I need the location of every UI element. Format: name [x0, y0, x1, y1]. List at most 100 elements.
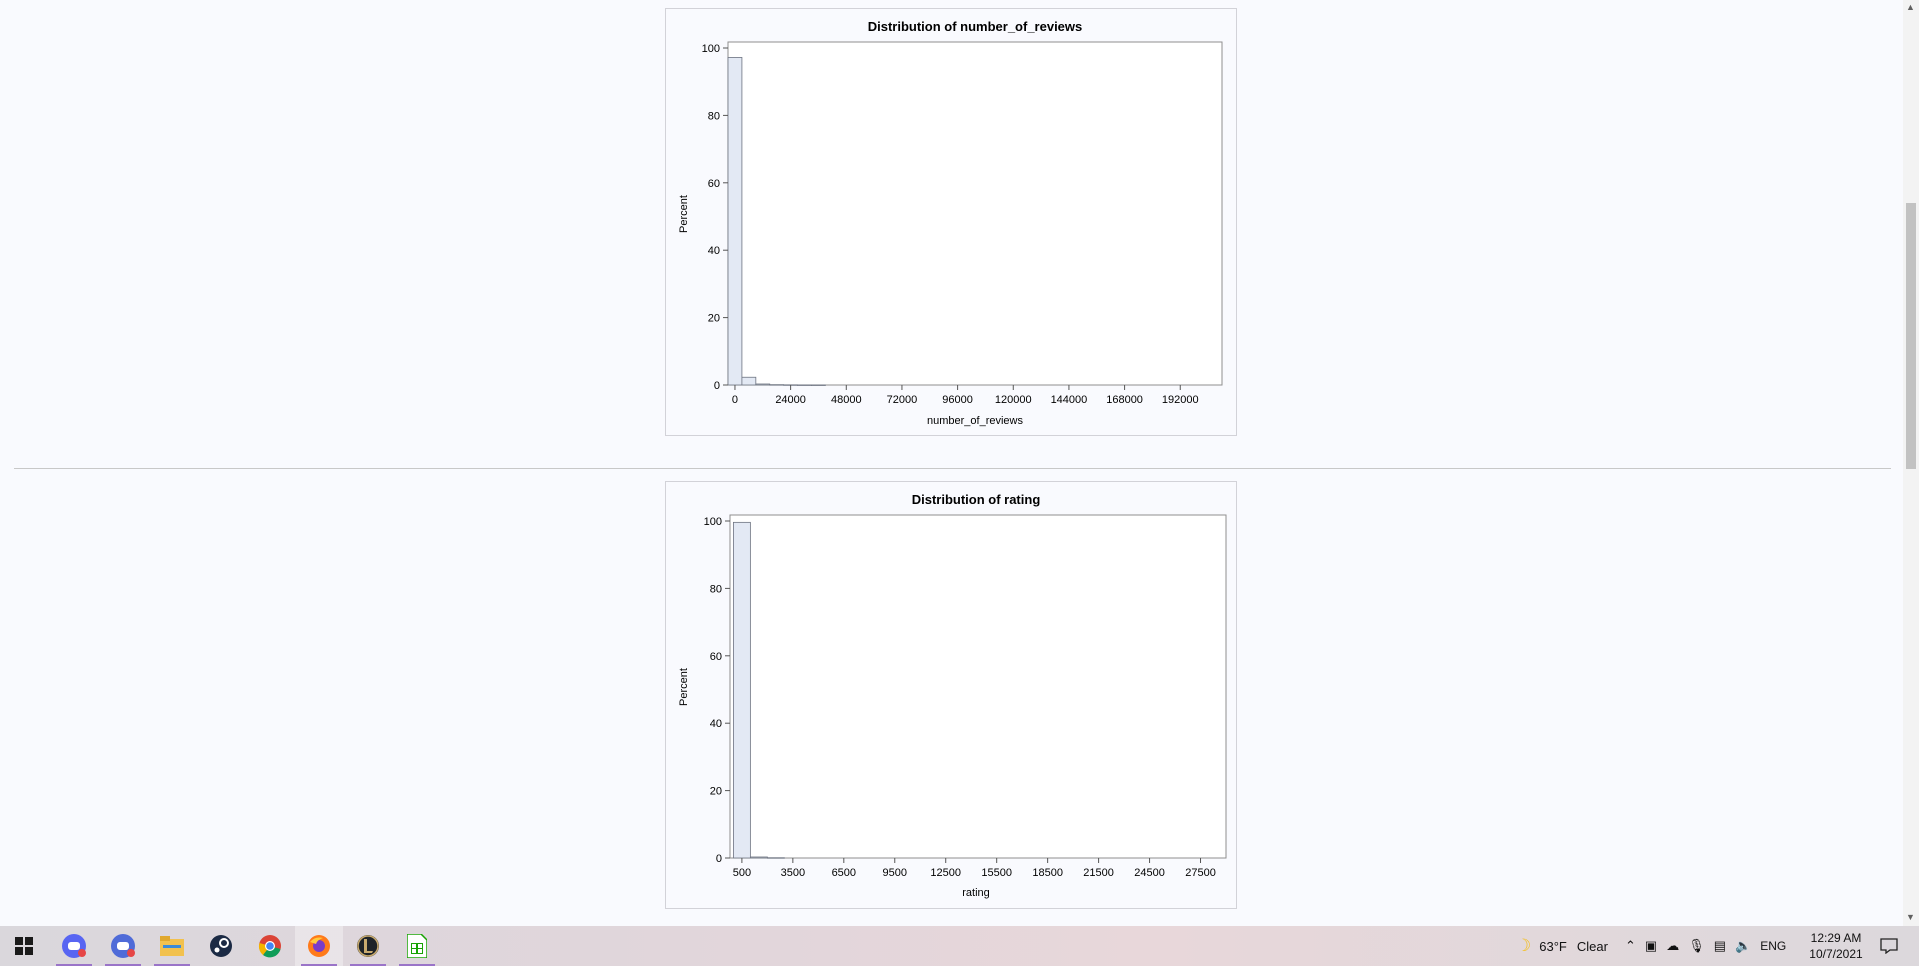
notification-center[interactable] — [1880, 926, 1898, 966]
x-axis-label: number_of_reviews — [927, 415, 1023, 427]
y-axis-label: Percent — [678, 668, 690, 706]
libreoffice-calc-icon — [407, 934, 427, 958]
taskbar-libreoffice-calc[interactable] — [393, 926, 441, 966]
speaker-icon[interactable]: 🔈 — [1735, 938, 1752, 953]
running-indicator — [56, 964, 92, 966]
x-tick-label: 6500 — [832, 867, 856, 879]
language-indicator[interactable]: ENG — [1760, 939, 1787, 953]
league-of-legends-icon — [357, 935, 379, 957]
notification-icon — [1880, 938, 1898, 954]
file-explorer-icon — [160, 936, 184, 956]
histogram-bar — [727, 57, 743, 386]
y-tick-label: 20 — [708, 313, 720, 325]
y-tick-label: 100 — [702, 43, 720, 55]
chart-title: Distribution of number_of_reviews — [868, 19, 1083, 34]
chart-panel-number-of-reviews: Distribution of number_of_reviews number… — [665, 8, 1237, 436]
chrome-icon — [258, 935, 281, 958]
histogram-bar — [755, 383, 771, 386]
histogram-bar — [741, 376, 757, 386]
x-tick-label: 15500 — [981, 867, 1012, 879]
taskbar-file-explorer[interactable] — [148, 926, 196, 966]
y-tick-label: 80 — [710, 583, 722, 595]
x-tick-label: 18500 — [1032, 867, 1063, 879]
output-page: Distribution of number_of_reviews number… — [14, 8, 1891, 909]
chevron-up-icon[interactable]: ⌃ — [1625, 938, 1636, 953]
histogram-rating: Distribution of rating rating Percent 0 2… — [678, 492, 1227, 899]
weather-temperature: 63°F — [1539, 938, 1567, 954]
x-tick-label: 500 — [733, 867, 751, 879]
weather-widget[interactable]: ☽ 63°F Clear — [1516, 926, 1608, 966]
x-tick-label: 3500 — [781, 867, 805, 879]
chart-title: Distribution of rating — [912, 492, 1041, 507]
microphone-icon[interactable]: 🎙 — [1688, 938, 1705, 953]
weather-description: Clear — [1576, 938, 1608, 954]
y-tick-label: 60 — [710, 651, 722, 663]
x-tick-label: 192000 — [1162, 394, 1199, 406]
y-tick-label: 0 — [714, 380, 720, 392]
windows-start-icon — [15, 937, 33, 955]
discord-icon — [62, 934, 86, 958]
x-tick-label: 168000 — [1106, 394, 1143, 406]
y-tick-label: 20 — [710, 786, 722, 798]
plot-area — [729, 514, 1227, 859]
clock[interactable]: 12:29 AM 10/7/2021 — [1806, 930, 1866, 962]
firefox-icon — [308, 935, 330, 957]
histogram-bar — [769, 384, 785, 386]
y-tick-label: 40 — [708, 245, 720, 257]
x-tick-label: 48000 — [831, 394, 862, 406]
scroll-down-icon[interactable]: ▼ — [1906, 912, 1915, 922]
histogram-bar — [732, 521, 751, 859]
y-tick-label: 40 — [710, 718, 722, 730]
y-tick-label: 0 — [716, 853, 722, 865]
running-indicator — [154, 964, 190, 966]
taskbar-chrome[interactable] — [246, 926, 294, 966]
scrollbar-thumb[interactable] — [1906, 203, 1916, 469]
taskbar-discord-ptb[interactable] — [99, 926, 147, 966]
discord-ptb-icon — [111, 934, 135, 958]
x-tick-label: 24000 — [775, 394, 806, 406]
chart-panel-rating: Distribution of rating rating Percent 0 2… — [665, 481, 1237, 909]
x-tick-label: 0 — [732, 394, 738, 406]
onedrive-cloud-icon[interactable]: ☁ — [1666, 938, 1680, 953]
vertical-scrollbar[interactable]: ▲ ▼ — [1903, 0, 1919, 926]
clock-time: 12:29 AM — [1810, 931, 1862, 945]
histogram-number-of-reviews: Distribution of number_of_reviews number… — [678, 19, 1223, 427]
x-axis-label: rating — [962, 887, 990, 899]
histogram-bar — [749, 856, 768, 859]
network-icon[interactable]: ▤ — [1713, 938, 1727, 953]
histogram-bar — [766, 857, 785, 859]
scroll-up-icon[interactable]: ▲ — [1906, 2, 1915, 12]
start-button[interactable] — [0, 926, 48, 966]
x-tick-label: 12500 — [930, 867, 961, 879]
x-tick-label: 27500 — [1185, 867, 1216, 879]
histogram-bar — [811, 384, 826, 386]
taskbar-firefox[interactable] — [295, 926, 343, 966]
taskbar-discord[interactable] — [50, 926, 98, 966]
plot-area — [727, 41, 1223, 386]
x-tick-label: 120000 — [995, 394, 1032, 406]
moon-icon: ☽ — [1516, 936, 1532, 955]
x-tick-label: 96000 — [942, 394, 973, 406]
y-tick-label: 100 — [704, 516, 722, 528]
windows-taskbar: ☽ 63°F Clear ⌃ ▣ ☁ 🎙 ▤ 🔈 ENG 12:29 AM 10… — [0, 926, 1919, 966]
running-indicator — [399, 964, 435, 966]
taskbar-league-of-legends[interactable] — [344, 926, 392, 966]
taskbar-steam[interactable] — [197, 926, 245, 966]
running-indicator — [105, 964, 141, 966]
system-tray-icons: ⌃ ▣ ☁ 🎙 ▤ 🔈 ENG — [1625, 926, 1786, 966]
y-axis-label: Percent — [678, 195, 690, 233]
x-tick-label: 24500 — [1134, 867, 1165, 879]
y-tick-label: 60 — [708, 178, 720, 190]
section-divider — [14, 468, 1891, 469]
x-tick-label: 144000 — [1051, 394, 1088, 406]
meet-now-icon[interactable]: ▣ — [1644, 938, 1658, 953]
running-indicator — [301, 964, 337, 966]
running-indicator — [350, 964, 386, 966]
x-tick-label: 21500 — [1083, 867, 1114, 879]
y-tick-label: 80 — [708, 110, 720, 122]
steam-icon — [210, 935, 232, 957]
x-tick-label: 9500 — [883, 867, 907, 879]
clock-date: 10/7/2021 — [1809, 947, 1863, 961]
histogram-bar — [797, 384, 812, 386]
x-tick-label: 72000 — [887, 394, 918, 406]
